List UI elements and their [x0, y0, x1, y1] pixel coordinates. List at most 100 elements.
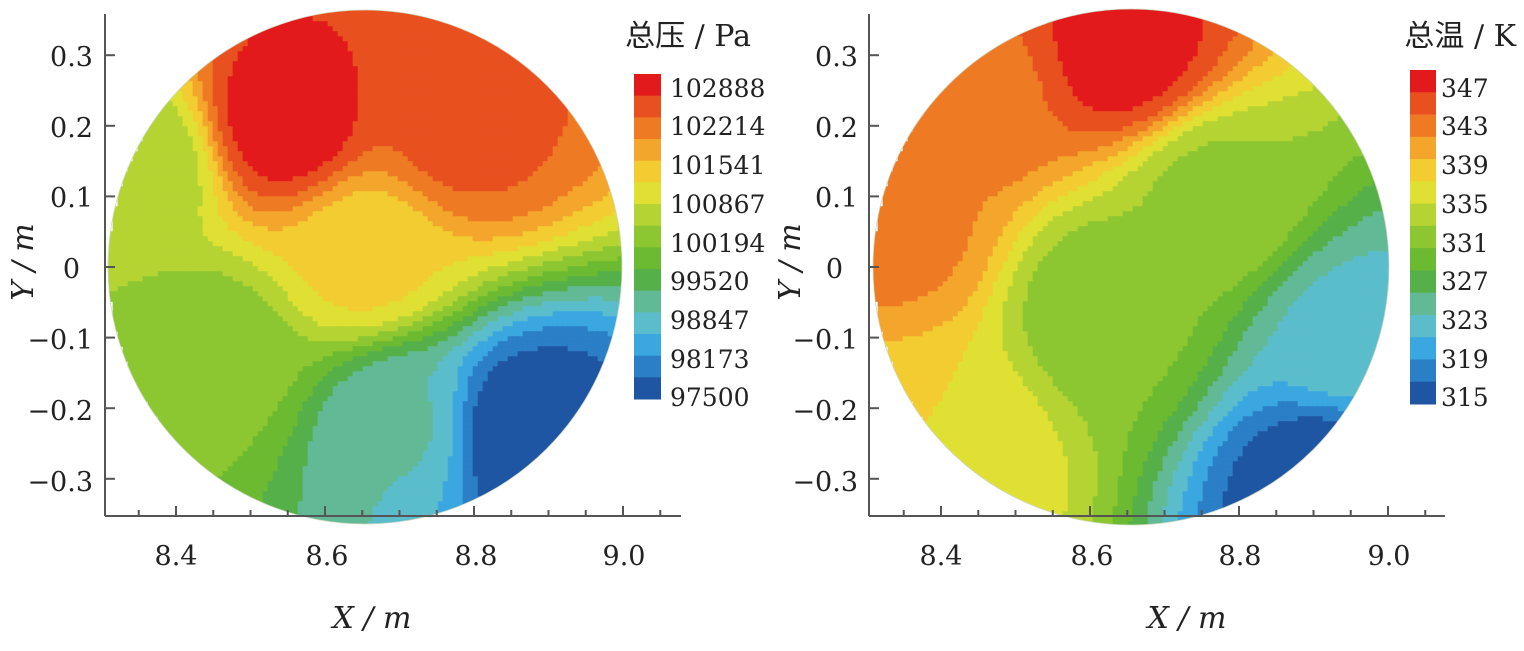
- contour-cell: [182, 246, 189, 252]
- contour-cell: [617, 176, 622, 182]
- contour-cell: [272, 146, 279, 152]
- contour-cell: [507, 196, 514, 202]
- contour-cell: [122, 286, 129, 292]
- contour-cell: [522, 191, 529, 197]
- contour-cell: [612, 256, 619, 262]
- contour-cell: [462, 186, 469, 192]
- contour-cell: [447, 281, 454, 287]
- contour-cell: [327, 116, 334, 122]
- contour-cell: [217, 171, 224, 177]
- contour-cell: [487, 221, 494, 227]
- contour-cell: [242, 86, 249, 92]
- contour-cell: [432, 31, 439, 37]
- contour-cell: [397, 106, 404, 112]
- contour-cell: [127, 161, 134, 167]
- contour-cell: [317, 261, 324, 267]
- contour-cell: [602, 231, 609, 237]
- contour-cell: [312, 186, 319, 192]
- contour-cell: [447, 96, 454, 102]
- contour-cell: [172, 251, 179, 257]
- contour-cell: [357, 21, 364, 27]
- contour-cell: [537, 86, 544, 92]
- contour-cell: [177, 151, 184, 157]
- contour-cell: [442, 266, 449, 272]
- contour-cell: [397, 201, 404, 207]
- contour-cell: [427, 51, 434, 57]
- contour-cell: [227, 41, 234, 47]
- contour-cell: [182, 176, 189, 182]
- contour-cell: [212, 201, 219, 207]
- contour-cell: [142, 226, 149, 232]
- contour-cell: [552, 96, 559, 102]
- contour-cell: [212, 131, 219, 137]
- contour-cell: [492, 176, 499, 182]
- contour-cell: [522, 131, 529, 137]
- contour-cell: [502, 101, 509, 107]
- contour-cell: [337, 276, 344, 282]
- contour-cell: [282, 241, 289, 247]
- contour-cell: [142, 146, 149, 152]
- contour-cell: [257, 96, 264, 102]
- contour-cell: [108, 271, 114, 277]
- contour-cell: [167, 146, 174, 152]
- contour-cell: [187, 231, 194, 237]
- contour-cell: [217, 201, 224, 207]
- contour-cell: [467, 31, 474, 37]
- contour-cell: [297, 166, 304, 172]
- contour-cell: [342, 116, 349, 122]
- contour-cell: [427, 136, 434, 142]
- contour-cell: [297, 161, 304, 167]
- contour-cell: [292, 216, 299, 222]
- contour-cell: [237, 61, 244, 67]
- contour-cell: [587, 211, 594, 217]
- contour-cell: [372, 166, 379, 172]
- contour-cell: [192, 196, 199, 202]
- contour-cell: [377, 241, 384, 247]
- contour-cell: [562, 256, 569, 262]
- contour-cell: [237, 86, 244, 92]
- contour-cell: [307, 176, 314, 182]
- contour-cell: [402, 146, 409, 152]
- contour-cell: [307, 71, 314, 77]
- contour-cell: [277, 176, 284, 182]
- contour-cell: [327, 241, 334, 247]
- contour-cell: [552, 121, 559, 127]
- contour-cell: [417, 41, 424, 47]
- contour-cell: [467, 246, 474, 252]
- contour-cell: [247, 201, 254, 207]
- contour-cell: [422, 251, 429, 257]
- contour-cell: [467, 201, 474, 207]
- contour-cell: [297, 56, 304, 62]
- contour-cell: [327, 276, 334, 282]
- contour-cell: [267, 81, 274, 87]
- contour-cell: [312, 56, 319, 62]
- contour-cell: [427, 241, 434, 247]
- contour-cell: [302, 211, 309, 217]
- contour-cell: [387, 176, 394, 182]
- contour-cell: [572, 151, 579, 157]
- contour-cell: [392, 10, 399, 12]
- contour-cell: [337, 86, 344, 92]
- contour-cell: [307, 151, 314, 157]
- contour-cell: [232, 226, 239, 232]
- contour-cell: [357, 246, 364, 252]
- contour-cell: [387, 226, 394, 232]
- contour-cell: [272, 106, 279, 112]
- contour-cell: [362, 151, 369, 157]
- contour-cell: [332, 36, 339, 42]
- contour-cell: [262, 261, 269, 267]
- contour-cell: [582, 156, 589, 162]
- contour-cell: [587, 201, 594, 207]
- contour-cell: [332, 111, 339, 117]
- contour-cell: [482, 216, 489, 222]
- contour-cell: [267, 176, 274, 182]
- contour-cell: [532, 216, 539, 222]
- contour-cell: [108, 286, 114, 292]
- contour-cell: [572, 211, 579, 217]
- contour-cell: [612, 276, 619, 282]
- contour-cell: [517, 276, 524, 282]
- contour-cell: [522, 256, 529, 262]
- contour-cell: [292, 286, 299, 292]
- contour-cell: [277, 161, 284, 167]
- contour-cell: [277, 16, 284, 22]
